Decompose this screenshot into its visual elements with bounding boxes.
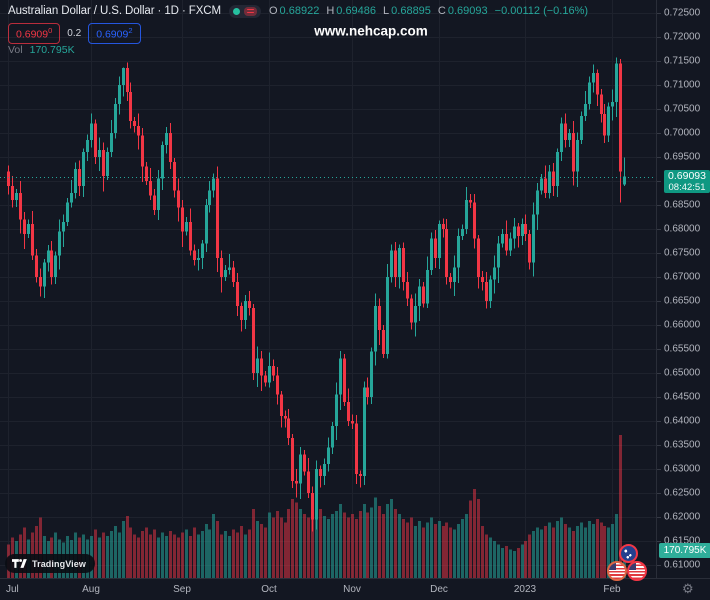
price-tick [657, 229, 661, 230]
price-tick [657, 13, 661, 14]
time-axis-label: Sep [173, 584, 191, 595]
current-volume-badge: 170.795K [659, 543, 710, 558]
price-tick [657, 37, 661, 38]
price-axis-label: 0.62500 [664, 487, 701, 499]
symbol-header: Australian Dollar / U.S. Dollar · 1D · F… [8, 3, 588, 19]
price-axis-label: 0.68500 [664, 199, 701, 211]
volume-value: 170.795K [29, 44, 75, 56]
price-tick [657, 277, 661, 278]
price-axis-label: 0.63500 [664, 439, 701, 451]
time-axis[interactable]: Jul Aug Sep Oct Nov Dec 2023 Feb [0, 578, 710, 600]
watermark: www.nehcap.com [314, 23, 428, 39]
price-tick [657, 517, 661, 518]
us-flag-event-icon[interactable] [627, 561, 647, 581]
price-tick [657, 469, 661, 470]
sell-bid-button[interactable]: 0.69090 [8, 23, 61, 44]
price-axis-label: 0.70000 [664, 127, 701, 139]
price-tick [657, 301, 661, 302]
price-tick [657, 133, 661, 134]
tradingview-logo-text: TradingView [32, 558, 86, 569]
change-value: −0.00112 (−0.16%) [494, 5, 589, 17]
price-tick [657, 397, 661, 398]
price-axis-label: 0.66500 [664, 295, 701, 307]
price-axis[interactable]: 0.72500 0.72000 0.71500 0.71000 0.70500 0.700… [656, 0, 710, 578]
price-axis-label: 0.71000 [664, 79, 701, 91]
buy-ask-button[interactable]: 0.69092 [88, 23, 141, 44]
price-axis-label: 0.71500 [664, 55, 701, 67]
price-axis-label: 0.63000 [664, 463, 701, 475]
market-status-toggle[interactable] [228, 4, 261, 18]
time-axis-label: Dec [430, 584, 448, 595]
symbol-title[interactable]: Australian Dollar / U.S. Dollar · 1D · F… [8, 5, 221, 17]
price-axis-label: 0.61000 [664, 559, 701, 571]
open-label: O [268, 5, 278, 17]
volume-readout: Vol 170.795K [8, 44, 75, 56]
bid-ask-row: 0.69090 0.2 0.69092 [8, 23, 141, 44]
tradingview-logo-icon [12, 559, 27, 568]
price-tick [657, 253, 661, 254]
current-price-badge: 0.69093 08:42:51 [664, 170, 710, 193]
time-axis-label: Nov [343, 584, 361, 595]
chart-pane[interactable] [0, 0, 656, 578]
us-flag-event-icon[interactable] [607, 561, 627, 581]
price-tick [657, 349, 661, 350]
price-axis-label: 0.70500 [664, 103, 701, 115]
price-axis-label: 0.69500 [664, 151, 701, 163]
close-label: C [437, 5, 446, 17]
price-tick [657, 325, 661, 326]
time-axis-label: Jul [6, 584, 19, 595]
price-axis-label: 0.64500 [664, 391, 701, 403]
price-tick [657, 541, 661, 542]
volume-label: Vol [8, 44, 23, 56]
price-tick [657, 109, 661, 110]
price-tick [657, 157, 661, 158]
high-label: H [326, 5, 335, 17]
ohlc-readout: O 0.68922 H 0.69486 L 0.68895 C 0.69093 −0.0… [269, 5, 588, 17]
time-axis-label: Feb [603, 584, 621, 595]
price-tick [657, 85, 661, 86]
axis-settings-gear-icon[interactable]: ⚙ [682, 581, 694, 596]
price-axis-label: 0.72500 [664, 7, 701, 19]
price-tick [657, 493, 661, 494]
current-price-value: 0.69093 [668, 170, 706, 182]
market-holiday-icon [243, 6, 257, 16]
price-axis-label: 0.67500 [664, 247, 701, 259]
tradingview-logo-pill[interactable]: TradingView [5, 554, 95, 573]
time-axis-label: 2023 [513, 584, 537, 595]
price-axis-label: 0.64000 [664, 415, 701, 427]
open-value: 0.68922 [279, 5, 320, 17]
price-axis-label: 0.65000 [664, 367, 701, 379]
close-value: 0.69093 [447, 5, 488, 17]
bar-countdown: 08:42:51 [668, 182, 706, 193]
price-axis-label: 0.65500 [664, 343, 701, 355]
price-axis-label: 0.61500 [664, 535, 701, 547]
australia-flag-event-icon[interactable] [619, 544, 638, 563]
price-axis-label: 0.66000 [664, 319, 701, 331]
price-tick [657, 421, 661, 422]
price-tick [657, 205, 661, 206]
price-tick [657, 373, 661, 374]
low-label: L [383, 5, 390, 17]
high-value: 0.69486 [336, 5, 377, 17]
price-axis-label: 0.68000 [664, 223, 701, 235]
price-axis-label: 0.72000 [664, 31, 701, 43]
price-axis-label: 0.67000 [664, 271, 701, 283]
time-axis-label: Oct [261, 584, 277, 595]
market-open-dot-icon [232, 7, 240, 15]
spread-value: 0.2 [67, 27, 82, 39]
time-axis-label: Aug [82, 584, 100, 595]
price-tick [657, 61, 661, 62]
low-value: 0.68895 [391, 5, 431, 17]
price-tick [657, 445, 661, 446]
price-tick [657, 181, 661, 182]
price-tick [657, 565, 661, 566]
price-axis-label: 0.62000 [664, 511, 701, 523]
